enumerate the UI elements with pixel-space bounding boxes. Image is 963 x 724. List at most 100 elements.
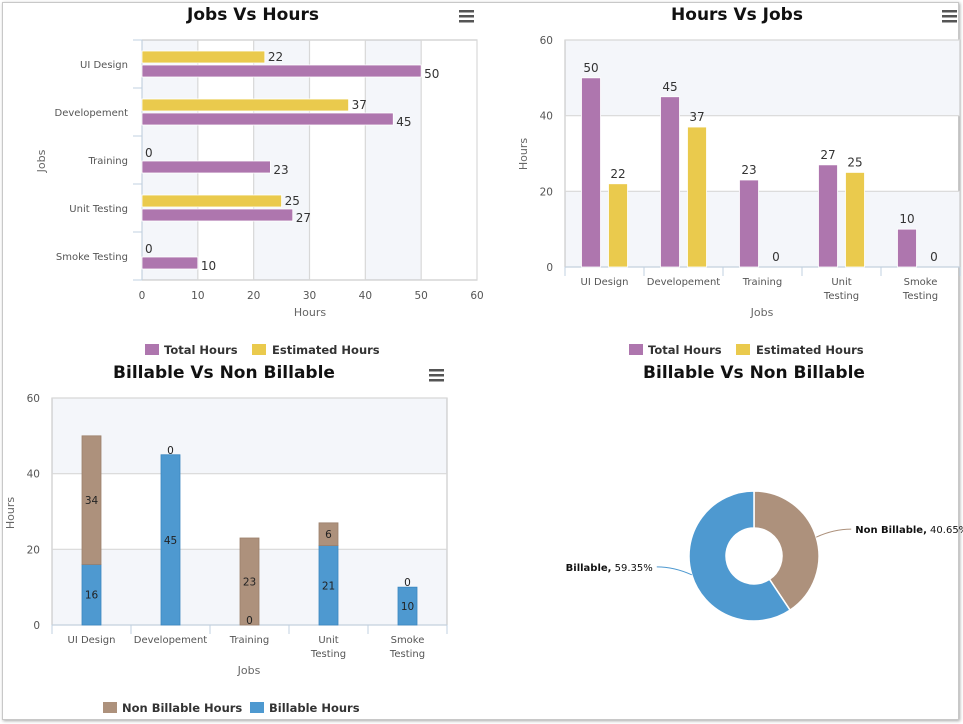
- category-label: Training: [88, 156, 128, 167]
- data-label-billable: 0: [246, 615, 253, 627]
- bar-total-hours[interactable]: [141, 256, 199, 270]
- legend-item-non-billable[interactable]: Non Billable Hours: [103, 701, 242, 715]
- y-tick-label: 60: [27, 393, 40, 405]
- category-label: Developement: [134, 635, 208, 646]
- bar-total-hours[interactable]: [581, 77, 601, 268]
- category-label: UI Design: [80, 60, 128, 71]
- bar-non-billable-hours[interactable]: [239, 537, 260, 626]
- bar-estimated-hours[interactable]: [141, 50, 266, 64]
- category-label: Testing: [310, 649, 346, 660]
- category-label: UI Design: [581, 277, 629, 288]
- bar-non-billable-hours[interactable]: [318, 522, 339, 546]
- legend-label: Total Hours: [648, 343, 722, 357]
- data-label: 23: [741, 163, 756, 177]
- plot-band: [365, 40, 422, 280]
- data-label-billable: 10: [401, 601, 414, 613]
- legend-item-total-hours[interactable]: Total Hours: [629, 343, 722, 357]
- category-label: Training: [742, 277, 782, 288]
- jobs-vs-hours-chart: Jobs Vs Hours 0 10 20 30 40 50 60 UI Design 22 50…: [35, 5, 484, 357]
- data-label: 37: [352, 98, 367, 112]
- data-label: 22: [610, 167, 625, 181]
- legend: Total Hours Estimated Hours: [629, 343, 864, 357]
- data-label: 27: [296, 211, 311, 225]
- legend-label: Billable Hours: [269, 701, 360, 715]
- chart-title: Jobs Vs Hours: [186, 5, 319, 25]
- legend-swatch-estimated: [252, 344, 266, 355]
- x-axis-title: Hours: [294, 306, 326, 319]
- plot-band: [142, 40, 198, 280]
- bar-billable-hours[interactable]: [397, 586, 418, 626]
- category-label: Smoke: [904, 277, 938, 288]
- x-tick-label: 20: [247, 290, 260, 302]
- category-label: Unit: [318, 635, 338, 646]
- data-label: 45: [396, 115, 411, 129]
- legend-label: Total Hours: [164, 343, 238, 357]
- x-tick-label: 10: [191, 290, 204, 302]
- legend-item-billable[interactable]: Billable Hours: [250, 701, 360, 715]
- bar-estimated-hours[interactable]: [141, 98, 349, 112]
- data-label-billable: 16: [85, 590, 99, 602]
- bar-total-hours[interactable]: [818, 164, 838, 268]
- legend-label: Non Billable Hours: [122, 701, 242, 715]
- data-label-non-billable: 0: [167, 445, 174, 457]
- bar-billable-hours[interactable]: [160, 454, 181, 626]
- bar-estimated-hours[interactable]: [687, 126, 707, 268]
- data-label-billable: 45: [164, 535, 177, 547]
- data-label: 10: [899, 212, 914, 226]
- bar-total-hours[interactable]: [739, 179, 759, 268]
- data-label-non-billable: 6: [325, 529, 332, 541]
- bar-total-hours[interactable]: [141, 208, 294, 222]
- data-label: 45: [662, 80, 677, 94]
- bar-total-hours[interactable]: [141, 160, 271, 174]
- bar-estimated-hours[interactable]: [141, 194, 282, 208]
- legend: Non Billable Hours Billable Hours: [103, 701, 360, 715]
- plot-band: [253, 40, 310, 280]
- hamburger-menu-icon[interactable]: [942, 10, 957, 23]
- x-tick-label: 30: [303, 290, 316, 302]
- category-label: Developement: [647, 277, 721, 288]
- hamburger-menu-icon[interactable]: [459, 10, 474, 23]
- data-label: 22: [268, 50, 283, 64]
- bar-total-hours[interactable]: [660, 96, 680, 268]
- x-axis-title: Jobs: [237, 664, 261, 677]
- legend-swatch-total: [145, 344, 159, 355]
- bar-estimated-hours[interactable]: [608, 183, 628, 268]
- x-axis-title: Jobs: [750, 306, 774, 319]
- bar-estimated-hours[interactable]: [845, 172, 865, 268]
- data-label-non-billable: 23: [243, 576, 256, 588]
- data-label: 27: [820, 148, 835, 162]
- x-tick-label: 60: [470, 290, 483, 302]
- category-label: Unit: [831, 277, 851, 288]
- bar-total-hours[interactable]: [141, 64, 422, 78]
- category-label: UI Design: [68, 635, 116, 646]
- x-tick-label: 0: [139, 290, 146, 302]
- pie-slice-billable[interactable]: [688, 490, 792, 622]
- data-label: 25: [847, 155, 862, 169]
- chart-title: Billable Vs Non Billable: [643, 363, 865, 383]
- plot-band: [565, 191, 960, 267]
- data-label-non-billable: 0: [404, 577, 411, 589]
- bar-total-hours[interactable]: [897, 228, 917, 268]
- data-label: 37: [689, 110, 704, 124]
- legend-item-estimated-hours[interactable]: Estimated Hours: [252, 343, 380, 357]
- chart-title: Billable Vs Non Billable: [113, 363, 335, 383]
- legend-item-total-hours[interactable]: Total Hours: [145, 343, 238, 357]
- x-tick-label: 40: [359, 290, 372, 302]
- hamburger-menu-icon[interactable]: [429, 369, 444, 382]
- billable-pie-chart: Billable Vs Non Billable Non Billable, 4…: [566, 363, 963, 622]
- data-label-non-billable: 34: [85, 495, 99, 507]
- legend-item-estimated-hours[interactable]: Estimated Hours: [736, 343, 864, 357]
- legend-swatch-non-billable: [103, 702, 117, 713]
- data-label: 50: [424, 67, 439, 81]
- y-tick-label: 60: [540, 35, 553, 47]
- category-label: Smoke: [391, 635, 425, 646]
- category-label: Developement: [55, 108, 129, 119]
- bar-total-hours[interactable]: [141, 112, 394, 126]
- y-axis-title: Jobs: [35, 149, 48, 173]
- y-tick-label: 40: [540, 111, 553, 123]
- data-label: 0: [145, 146, 153, 160]
- bar-non-billable-hours[interactable]: [81, 435, 102, 565]
- legend-label: Estimated Hours: [756, 343, 864, 357]
- data-label: 0: [772, 250, 780, 264]
